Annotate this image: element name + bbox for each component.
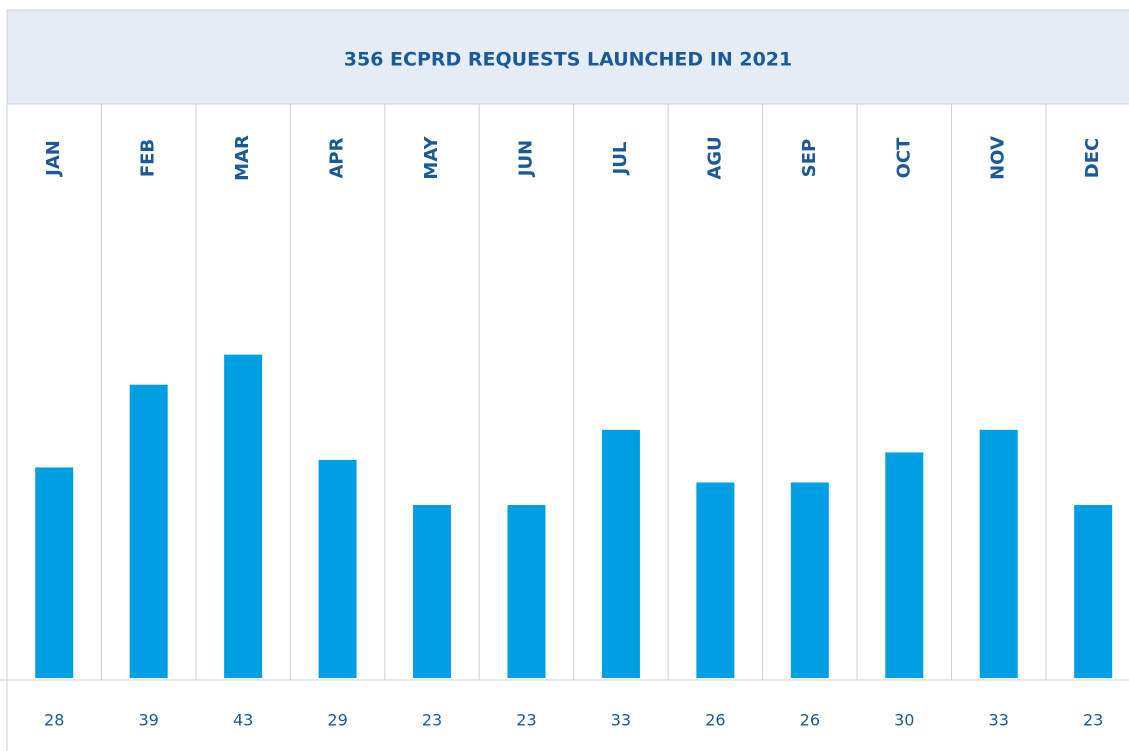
value-label: 29 xyxy=(327,711,347,730)
value-label: 23 xyxy=(1083,711,1103,730)
month-label: JUN xyxy=(515,140,536,178)
value-label: 33 xyxy=(611,711,631,730)
month-label: APR xyxy=(327,137,348,178)
month-label: FEB xyxy=(138,139,159,177)
value-label: 28 xyxy=(44,711,64,730)
value-label: 39 xyxy=(138,711,158,730)
bar xyxy=(413,505,452,678)
bar xyxy=(979,429,1018,678)
month-label: DEC xyxy=(1082,138,1103,178)
month-label: OCT xyxy=(893,137,914,179)
value-label: 30 xyxy=(894,711,914,730)
header-band xyxy=(6,9,1129,105)
month-label: MAR xyxy=(232,135,253,181)
bar xyxy=(129,384,168,678)
month-label: SEP xyxy=(799,139,820,177)
month-label: AGU xyxy=(704,136,725,179)
bar xyxy=(318,459,357,678)
bar xyxy=(35,467,74,678)
chart-title: 356 ECPRD REQUESTS LAUNCHED IN 2021 xyxy=(344,49,793,71)
value-label: 23 xyxy=(516,711,536,730)
month-label: NOV xyxy=(988,136,1009,180)
bar xyxy=(1074,505,1113,678)
month-label: JUL xyxy=(610,142,631,177)
value-label: 26 xyxy=(800,711,820,730)
bar xyxy=(885,452,924,678)
bar xyxy=(507,505,546,678)
bar xyxy=(696,482,735,678)
month-label: MAY xyxy=(421,135,442,179)
value-label: 23 xyxy=(422,711,442,730)
bar xyxy=(601,429,640,678)
month-label: JAN xyxy=(43,140,64,178)
bar xyxy=(790,482,829,678)
value-label: 33 xyxy=(989,711,1009,730)
value-label: 26 xyxy=(705,711,725,730)
value-label: 43 xyxy=(233,711,253,730)
bar xyxy=(224,354,263,678)
